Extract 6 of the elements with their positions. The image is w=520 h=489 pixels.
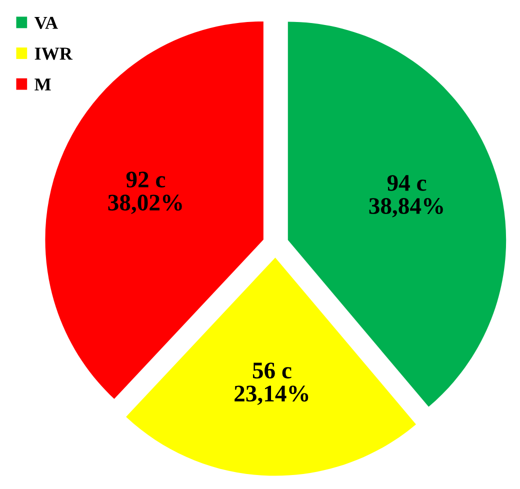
- legend-label: M: [34, 78, 51, 90]
- data-label: 56 c 23,14%: [234, 362, 308, 405]
- data-label: 92 c 38,02%: [108, 172, 182, 214]
- data-label: 94 c 38,84%: [369, 175, 443, 218]
- legend-label: IWR: [34, 48, 73, 60]
- legend-label: VA: [34, 16, 58, 30]
